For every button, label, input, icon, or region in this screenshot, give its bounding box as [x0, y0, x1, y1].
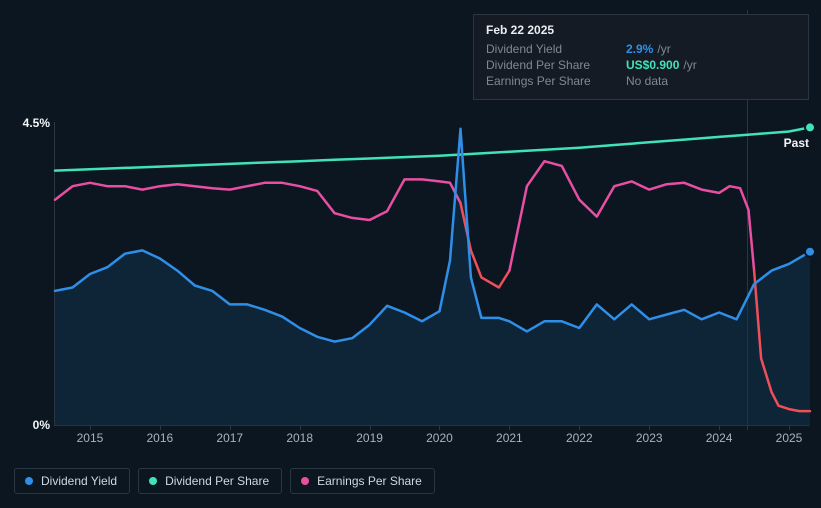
x-tick-mark: [160, 425, 161, 430]
chart-svg: [55, 122, 810, 426]
line-eps: [55, 179, 461, 220]
tooltip-value: No data: [626, 74, 668, 88]
x-tick-mark: [230, 425, 231, 430]
x-tick-label: 2016: [147, 431, 174, 445]
y-axis-min: 0%: [14, 418, 50, 432]
legend-label: Dividend Yield: [41, 474, 117, 488]
x-tick-label: 2019: [356, 431, 383, 445]
x-tick-label: 2022: [566, 431, 593, 445]
line-dps: [55, 127, 810, 170]
legend: Dividend Yield Dividend Per Share Earnin…: [14, 468, 435, 494]
x-tick-mark: [789, 425, 790, 430]
legend-dividend-yield[interactable]: Dividend Yield: [14, 468, 130, 494]
dot-icon: [25, 477, 33, 485]
tooltip-row: Dividend Per Share US$0.900 /yr: [486, 57, 796, 73]
tooltip-key: Earnings Per Share: [486, 74, 626, 88]
legend-label: Earnings Per Share: [317, 474, 422, 488]
x-tick-label: 2018: [286, 431, 313, 445]
tooltip-unit: /yr: [657, 42, 670, 56]
tooltip-key: Dividend Yield: [486, 42, 626, 56]
plot-area[interactable]: 2015 2016 2017 2018 2019 2020 2021 2022 …: [54, 122, 809, 426]
x-tick-mark: [649, 425, 650, 430]
line-eps: [509, 161, 754, 270]
tooltip-unit: /yr: [683, 58, 696, 72]
x-tick-label: 2023: [636, 431, 663, 445]
end-marker: [805, 247, 815, 257]
x-tick-label: 2025: [776, 431, 803, 445]
legend-earnings-per-share[interactable]: Earnings Per Share: [290, 468, 435, 494]
dot-icon: [301, 477, 309, 485]
tooltip-value: 2.9%: [626, 42, 653, 56]
y-axis-max: 4.5%: [14, 116, 50, 130]
x-tick-label: 2017: [216, 431, 243, 445]
x-tick-label: 2015: [77, 431, 104, 445]
legend-dividend-per-share[interactable]: Dividend Per Share: [138, 468, 282, 494]
x-tick-label: 2024: [706, 431, 733, 445]
tooltip-value: US$0.900: [626, 58, 679, 72]
x-tick-mark: [509, 425, 510, 430]
tooltip-row: Earnings Per Share No data: [486, 73, 796, 89]
x-tick-mark: [370, 425, 371, 430]
legend-label: Dividend Per Share: [165, 474, 269, 488]
area-fill: [55, 129, 810, 426]
end-marker: [805, 122, 815, 132]
x-tick-mark: [719, 425, 720, 430]
x-tick-mark: [579, 425, 580, 430]
tooltip-date: Feb 22 2025: [486, 23, 796, 37]
x-tick-mark: [90, 425, 91, 430]
x-tick-mark: [439, 425, 440, 430]
x-tick-mark: [300, 425, 301, 430]
hover-tooltip: Feb 22 2025 Dividend Yield 2.9% /yr Divi…: [473, 14, 809, 100]
x-tick-label: 2020: [426, 431, 453, 445]
dot-icon: [149, 477, 157, 485]
tooltip-key: Dividend Per Share: [486, 58, 626, 72]
tooltip-row: Dividend Yield 2.9% /yr: [486, 41, 796, 57]
x-tick-label: 2021: [496, 431, 523, 445]
